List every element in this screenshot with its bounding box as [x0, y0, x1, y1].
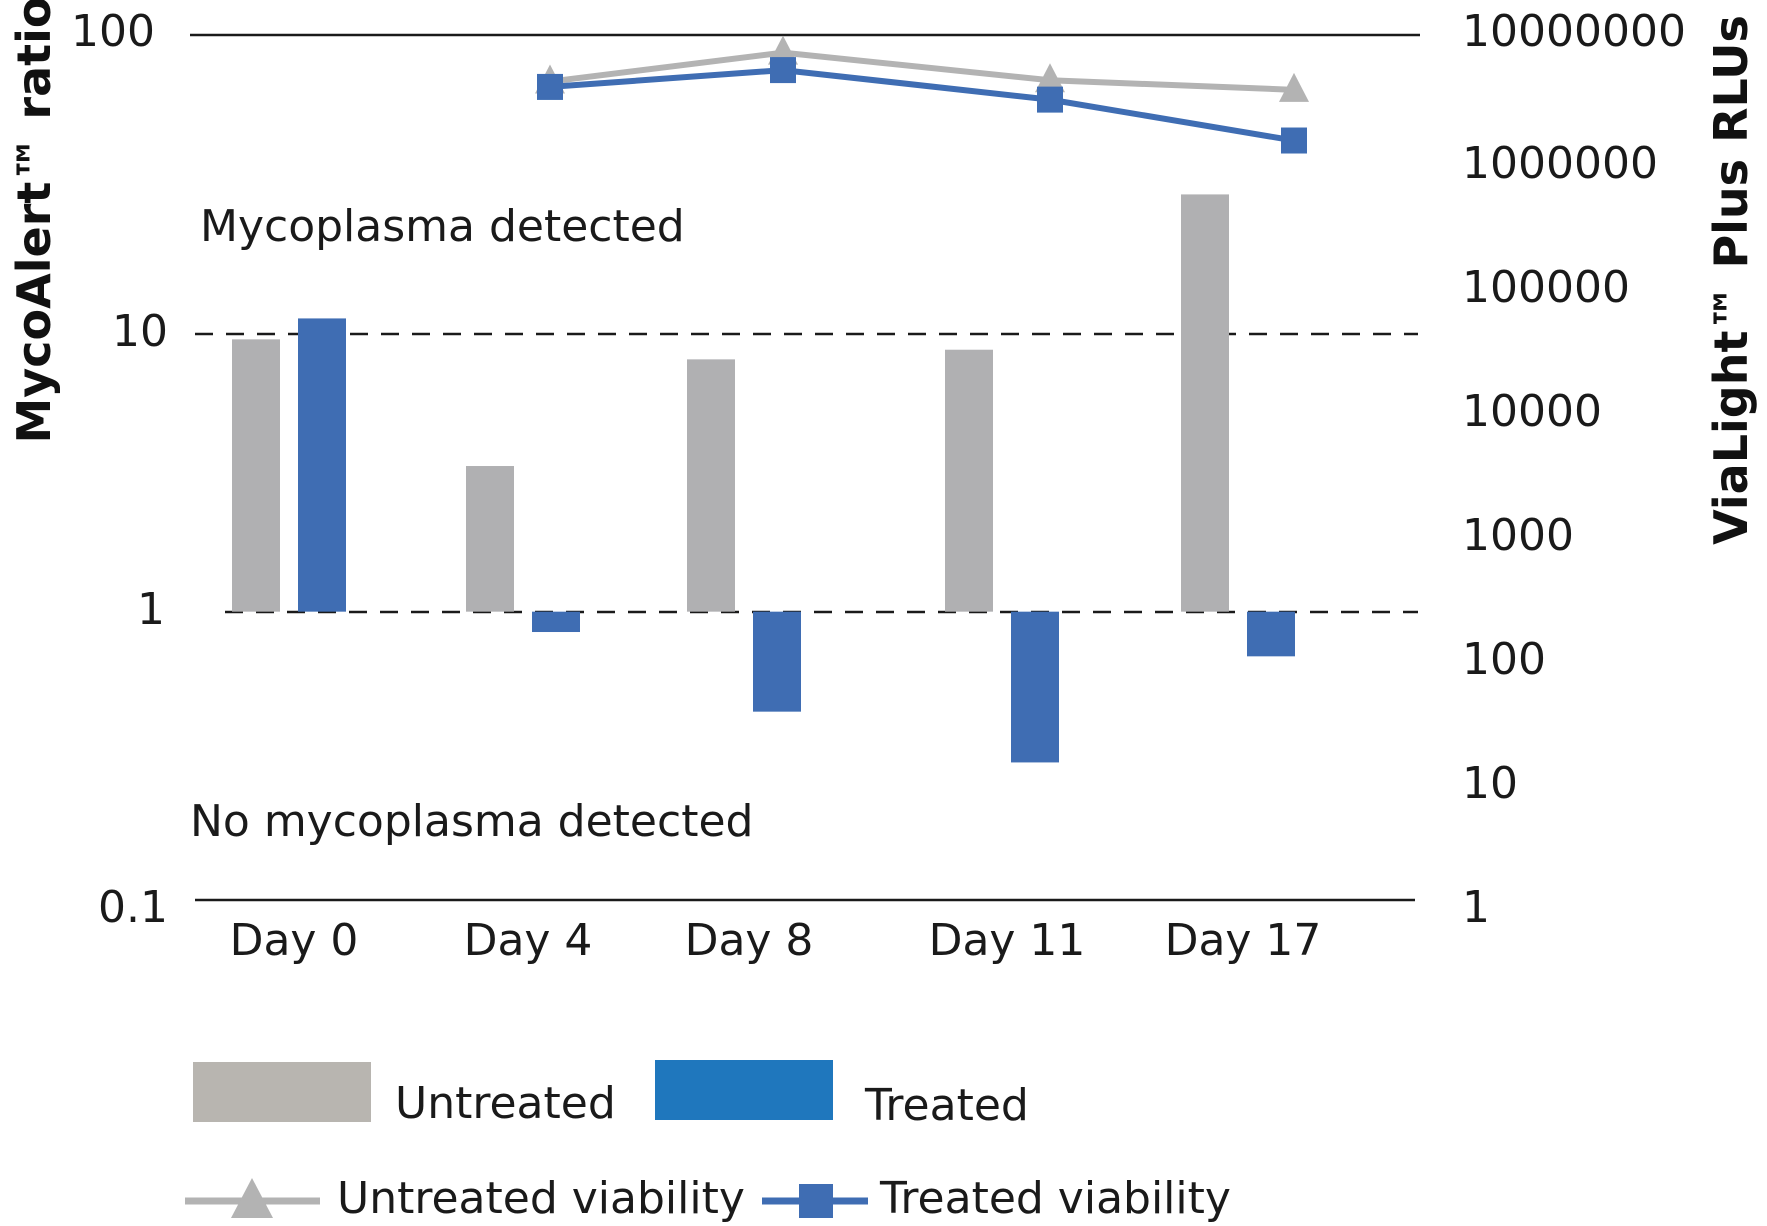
right-tick-label: 10 — [1462, 758, 1518, 809]
lines-layer — [535, 35, 1309, 154]
category-label: Day 8 — [685, 915, 814, 966]
legend-swatch-untreated — [193, 1062, 371, 1122]
bar-treated-day-4 — [532, 611, 580, 633]
bar-untreated-day-0 — [232, 339, 280, 612]
bar-untreated-day-17 — [1181, 194, 1229, 612]
left-tick-label: 0.1 — [98, 882, 168, 933]
left-tick-label: 10 — [112, 306, 168, 357]
bar-untreated-day-8 — [687, 359, 735, 612]
marker-treated-viability-day-17 — [1281, 127, 1307, 154]
right-tick-label: 10000000 — [1462, 6, 1686, 57]
marker-treated-viability-day-8 — [770, 57, 796, 84]
legend-label-untreated: Untreated — [395, 1078, 616, 1129]
legend-square-marker — [799, 1184, 833, 1218]
bar-treated-day-11 — [1011, 611, 1059, 763]
bar-untreated-day-11 — [945, 349, 993, 612]
annotation-mycoplasma-detected: Mycoplasma detected — [200, 201, 685, 252]
bar-untreated-day-4 — [466, 466, 514, 612]
legend-label-treated: Treated — [864, 1080, 1029, 1131]
marker-treated-viability-day-4 — [537, 73, 563, 100]
legend: Untreated Treated Untreated viability Tr… — [185, 1060, 1231, 1224]
marker-untreated-viability-day-17 — [1279, 72, 1309, 102]
right-tick-label: 1000000 — [1462, 138, 1658, 189]
category-label: Day 17 — [1165, 915, 1322, 966]
right-axis-title: ViaLight™ Plus RLUs — [1704, 15, 1758, 545]
right-tick-label: 100000 — [1462, 262, 1630, 313]
marker-treated-viability-day-11 — [1037, 86, 1063, 113]
right-tick-label: 100 — [1462, 634, 1546, 685]
legend-label-treated-viability: Treated viability — [879, 1173, 1231, 1224]
legend-triangle-marker — [231, 1178, 273, 1218]
marker-untreated-viability-day-11 — [1035, 63, 1065, 93]
right-tick-label: 1 — [1462, 882, 1490, 933]
left-tick-label: 100 — [71, 6, 155, 57]
category-label: Day 4 — [464, 915, 593, 966]
bar-treated-day-17 — [1247, 611, 1295, 657]
left-tick-label: 1 — [137, 584, 165, 635]
bar-treated-day-8 — [753, 611, 801, 712]
right-tick-label: 10000 — [1462, 386, 1602, 437]
category-label: Day 11 — [929, 915, 1086, 966]
right-tick-label: 1000 — [1462, 510, 1574, 561]
category-label: Day 0 — [230, 915, 359, 966]
annotation-no-mycoplasma-detected: No mycoplasma detected — [190, 796, 753, 847]
line-untreated-viability — [549, 49, 1295, 93]
bars-layer — [232, 194, 1295, 763]
line-treated-viability — [549, 67, 1295, 144]
bar-treated-day-0 — [298, 318, 346, 612]
left-axis-title: MycoAlert™ ratio — [7, 0, 61, 443]
legend-swatch-treated — [655, 1060, 833, 1120]
legend-label-untreated-viability: Untreated viability — [337, 1173, 745, 1224]
